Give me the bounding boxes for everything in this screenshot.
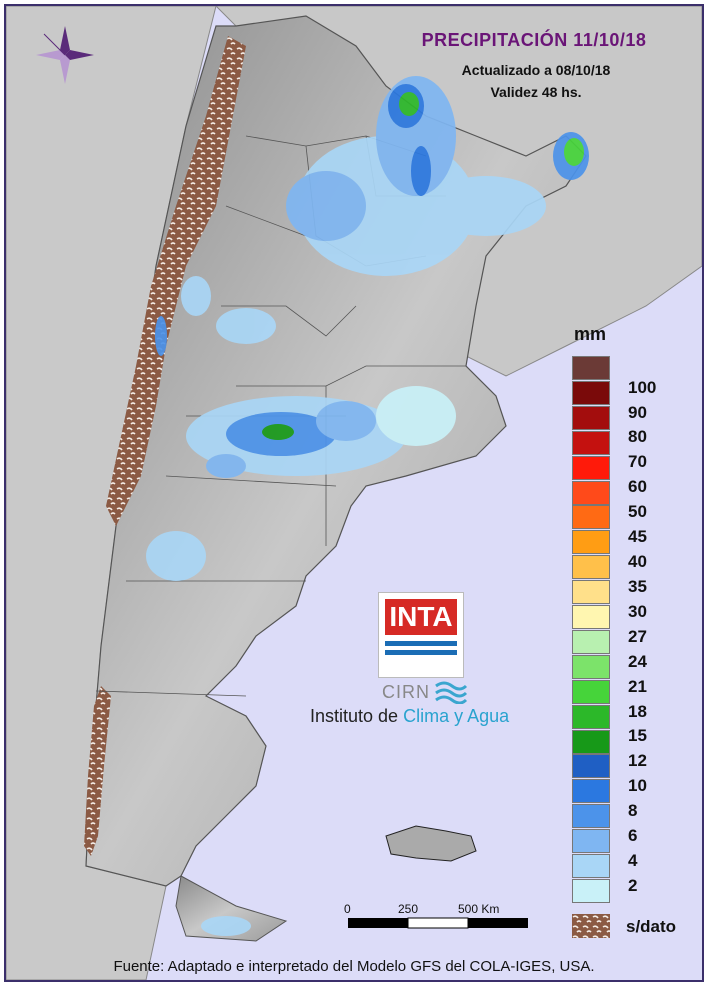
- updated-date: Actualizado a 08/10/18: [461, 62, 611, 78]
- legend-label: 6: [628, 826, 638, 845]
- precipitation-map: [6, 6, 702, 980]
- scale-label: 0: [344, 902, 351, 916]
- validity: Validez 48 hs.: [490, 84, 582, 100]
- cirn-label: CIRN: [382, 682, 430, 702]
- legend-label: 45: [628, 527, 647, 546]
- logo-stripe: [385, 641, 457, 646]
- legend-swatch: [572, 878, 610, 903]
- source-footer: Fuente: Adaptado e interpretado del Mode…: [113, 958, 595, 975]
- legend-swatch: [572, 854, 610, 878]
- legend-label: 8: [628, 801, 638, 820]
- legend-label: 15: [628, 726, 647, 745]
- legend-swatch: [572, 629, 610, 654]
- precip-cuyo: [155, 276, 276, 356]
- scale-bar: [348, 917, 528, 929]
- precip-north-east: [286, 76, 589, 276]
- legend-swatch: [572, 754, 610, 779]
- legend-label: 24: [628, 652, 647, 671]
- legend-label: 27: [628, 627, 647, 646]
- no-data-swatch: [572, 914, 610, 938]
- legend-label: 90: [628, 403, 647, 422]
- legend-swatch: [572, 654, 610, 679]
- legend-label: 35: [628, 577, 647, 596]
- legend-swatch: [572, 779, 610, 804]
- legend-label: 70: [628, 452, 647, 471]
- legend-label: 30: [628, 602, 647, 621]
- compass-rose-icon: [36, 26, 94, 84]
- inta-brand: INTA: [385, 599, 457, 635]
- legend-swatch: [572, 829, 610, 854]
- legend-label: 4: [628, 851, 638, 870]
- legend-swatch: [572, 605, 610, 629]
- legend-label: 80: [628, 427, 647, 446]
- legend-swatch: [572, 455, 610, 480]
- legend-swatch: [572, 505, 610, 530]
- legend-swatch: [572, 380, 610, 405]
- no-data-andes-north: [106, 36, 246, 526]
- legend-swatch: [572, 480, 610, 505]
- legend-label: 10: [628, 776, 647, 795]
- water-waves-icon: [435, 681, 468, 704]
- legend-swatch: [572, 530, 610, 555]
- malvinas-islands: [385, 825, 477, 862]
- legend-label: 18: [628, 702, 647, 721]
- no-data-label: s/dato: [626, 917, 677, 936]
- legend-swatch: [572, 704, 610, 729]
- legend-swatch: [572, 405, 610, 430]
- legend-label: 60: [628, 477, 647, 496]
- scale-label: 500 Km: [458, 902, 500, 916]
- legend-swatch: [572, 679, 610, 704]
- institute-prefix: Instituto de: [310, 706, 399, 726]
- institute-highlight: Clima y Agua: [403, 706, 510, 726]
- legend-label: 2: [628, 876, 638, 895]
- legend-swatch: [572, 430, 610, 455]
- legend-swatch: [572, 729, 610, 754]
- legend-label: 12: [628, 751, 647, 770]
- inta-logo: INTA: [378, 592, 464, 678]
- precip-center: [186, 386, 456, 478]
- precip-patagonia: [146, 531, 251, 936]
- legend-swatch: [572, 555, 610, 580]
- legend-swatch: [572, 356, 610, 380]
- map-title: PRECIPITACIÓN 11/10/18: [421, 30, 647, 50]
- institute-name: Instituto de Clima y Agua: [310, 706, 509, 727]
- legend-swatch: [572, 580, 610, 605]
- legend-label: 40: [628, 552, 647, 571]
- legend-swatch: [572, 804, 610, 829]
- legend-label: 21: [628, 677, 647, 696]
- scale-label: 250: [398, 902, 419, 916]
- legend-label: 50: [628, 502, 647, 521]
- legend-label: 100: [628, 378, 657, 397]
- logo-stripe: [385, 650, 457, 655]
- legend-unit: mm: [574, 324, 607, 344]
- map-frame: PRECIPITACIÓN 11/10/18 Actualizado a 08/…: [4, 4, 704, 982]
- no-data-andes-south: [84, 686, 111, 856]
